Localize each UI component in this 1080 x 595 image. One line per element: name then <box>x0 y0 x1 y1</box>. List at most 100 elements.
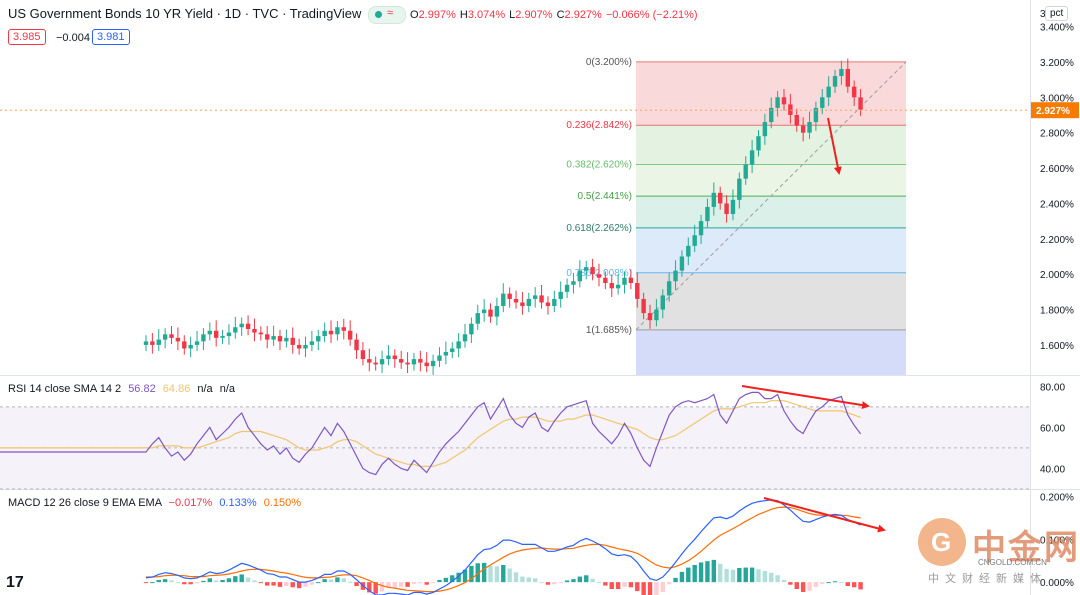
macd-hist-bar <box>379 582 385 592</box>
candle-body <box>456 341 461 349</box>
macd-hist-bar <box>507 568 512 583</box>
macd-hist-bar <box>615 582 621 589</box>
macd-hist-bar <box>456 572 461 583</box>
macd-hist-bar <box>150 582 155 584</box>
macd-hist-bar <box>182 582 187 585</box>
price-tick-label: 3.000% <box>1040 93 1074 104</box>
candle-body <box>807 122 812 133</box>
macd-hist-bar <box>513 572 519 583</box>
candle-body <box>494 306 500 317</box>
fib-level-label: 0.618(2.262%) <box>566 223 632 234</box>
fib-zone <box>636 272 906 330</box>
rsi-tick-label: 40.00 <box>1040 464 1065 475</box>
price-tick-label: 2.600% <box>1040 164 1074 175</box>
ohlc-item: H3.074% <box>460 9 505 21</box>
macd-hist-bar <box>169 580 174 583</box>
macd-hist-bar <box>233 576 238 583</box>
price-tick-label: 1.800% <box>1040 306 1074 317</box>
candle-body <box>316 336 321 342</box>
unit-toggle[interactable]: pct <box>1045 6 1069 21</box>
fib-zone <box>636 227 906 273</box>
candle-body <box>584 267 589 271</box>
macd-hist-bar <box>679 571 685 583</box>
candle-body <box>590 267 595 275</box>
macd-hist-bar <box>826 582 831 584</box>
macd-hist-bar <box>794 582 799 589</box>
candle-body <box>373 362 378 365</box>
candle-body <box>430 360 436 367</box>
divergence-arrow <box>741 385 870 410</box>
macd-hist-bar <box>577 576 583 583</box>
fib-level-label: 0.236(2.842%) <box>566 120 632 131</box>
macd-hist-bar <box>411 582 417 584</box>
candle-body <box>213 330 219 338</box>
macd-hist-bar <box>373 582 378 594</box>
candles <box>143 58 863 375</box>
macd-hist-bar <box>692 565 697 583</box>
candle-body <box>718 192 723 204</box>
ohlc-item: −0.066% (−2.21%) <box>606 9 698 21</box>
candle-body <box>150 341 155 345</box>
divergence-arrow <box>763 497 886 533</box>
macd-hist-bar <box>839 582 844 584</box>
macd-hist-bar <box>405 582 410 587</box>
candle-body <box>399 359 404 363</box>
rsi-legend[interactable]: RSI 14 close SMA 14 2 56.82 64.86 n/a n/… <box>8 383 235 395</box>
macd-hist-bar <box>277 582 283 587</box>
macd-hist-bar <box>609 582 614 589</box>
macd-hist-bar <box>430 582 436 584</box>
market-status-pill[interactable]: ≈ <box>368 6 406 24</box>
macd-line <box>145 499 861 595</box>
macd-hist-bar <box>290 582 295 588</box>
rsi-na-2: n/a <box>219 383 236 395</box>
symbol-title[interactable]: US Government Bonds 10 YR Yield · 1D · T… <box>8 6 362 21</box>
ohlc-key: C <box>556 9 565 21</box>
bid-box[interactable]: 3.985 <box>8 29 46 45</box>
macd-hist-bar <box>698 562 704 583</box>
macd-hist-bar <box>654 582 659 595</box>
macd-tick-label: 0.000% <box>1040 578 1074 589</box>
macd-hist-bar <box>252 580 257 583</box>
macd-hist-bar <box>162 579 168 583</box>
market-open-dot-icon <box>375 11 382 18</box>
candle-body <box>609 283 614 289</box>
price-tick-label: 2.000% <box>1040 270 1074 281</box>
macd-hist-bar <box>335 577 340 583</box>
ohlc-readout: O2.997% H3.074% L2.907% C2.927% −0.066% (−2.… <box>410 9 702 21</box>
candle-body <box>194 341 200 345</box>
candle-body <box>379 359 385 365</box>
candle-body <box>341 327 346 331</box>
macd-hist-bar <box>328 579 334 583</box>
macd-hist-bar <box>494 566 500 583</box>
candle-body <box>188 344 193 349</box>
watermark-sub: 中文财经新媒体 <box>928 573 1047 585</box>
candle-body <box>392 355 398 360</box>
spread-value: −0.004 <box>56 32 90 44</box>
candle-body <box>182 341 187 349</box>
macd-hist-bar <box>481 562 487 583</box>
macd-hist-bar <box>450 575 455 583</box>
candle-body <box>596 274 602 278</box>
candle-body <box>239 323 244 328</box>
candle-body <box>424 362 429 367</box>
ohlc-value: 2.997% <box>418 9 456 21</box>
candle-body <box>450 348 455 353</box>
candle-body <box>405 362 410 365</box>
candle-body <box>258 332 264 335</box>
watermark-cn: 中金网 <box>972 529 1080 567</box>
candle-body <box>220 336 225 338</box>
rsi-value: 56.82 <box>128 383 156 395</box>
macd-hist-bar <box>226 578 232 583</box>
macd-hist-bar <box>666 582 672 585</box>
macd-hist-bar <box>271 582 276 586</box>
ask-box[interactable]: 3.981 <box>92 29 130 45</box>
tradingview-logo-icon[interactable]: 17 <box>6 574 24 591</box>
macd-legend[interactable]: MACD 12 26 close 9 EMA EMA −0.017% 0.133… <box>8 497 301 509</box>
macd-hist-bar <box>851 582 857 588</box>
macd-hist-bar <box>724 568 729 583</box>
candle-body <box>660 295 665 310</box>
approx-icon: ≈ <box>387 7 394 19</box>
candle-body <box>692 235 697 246</box>
candle-body <box>462 334 468 342</box>
